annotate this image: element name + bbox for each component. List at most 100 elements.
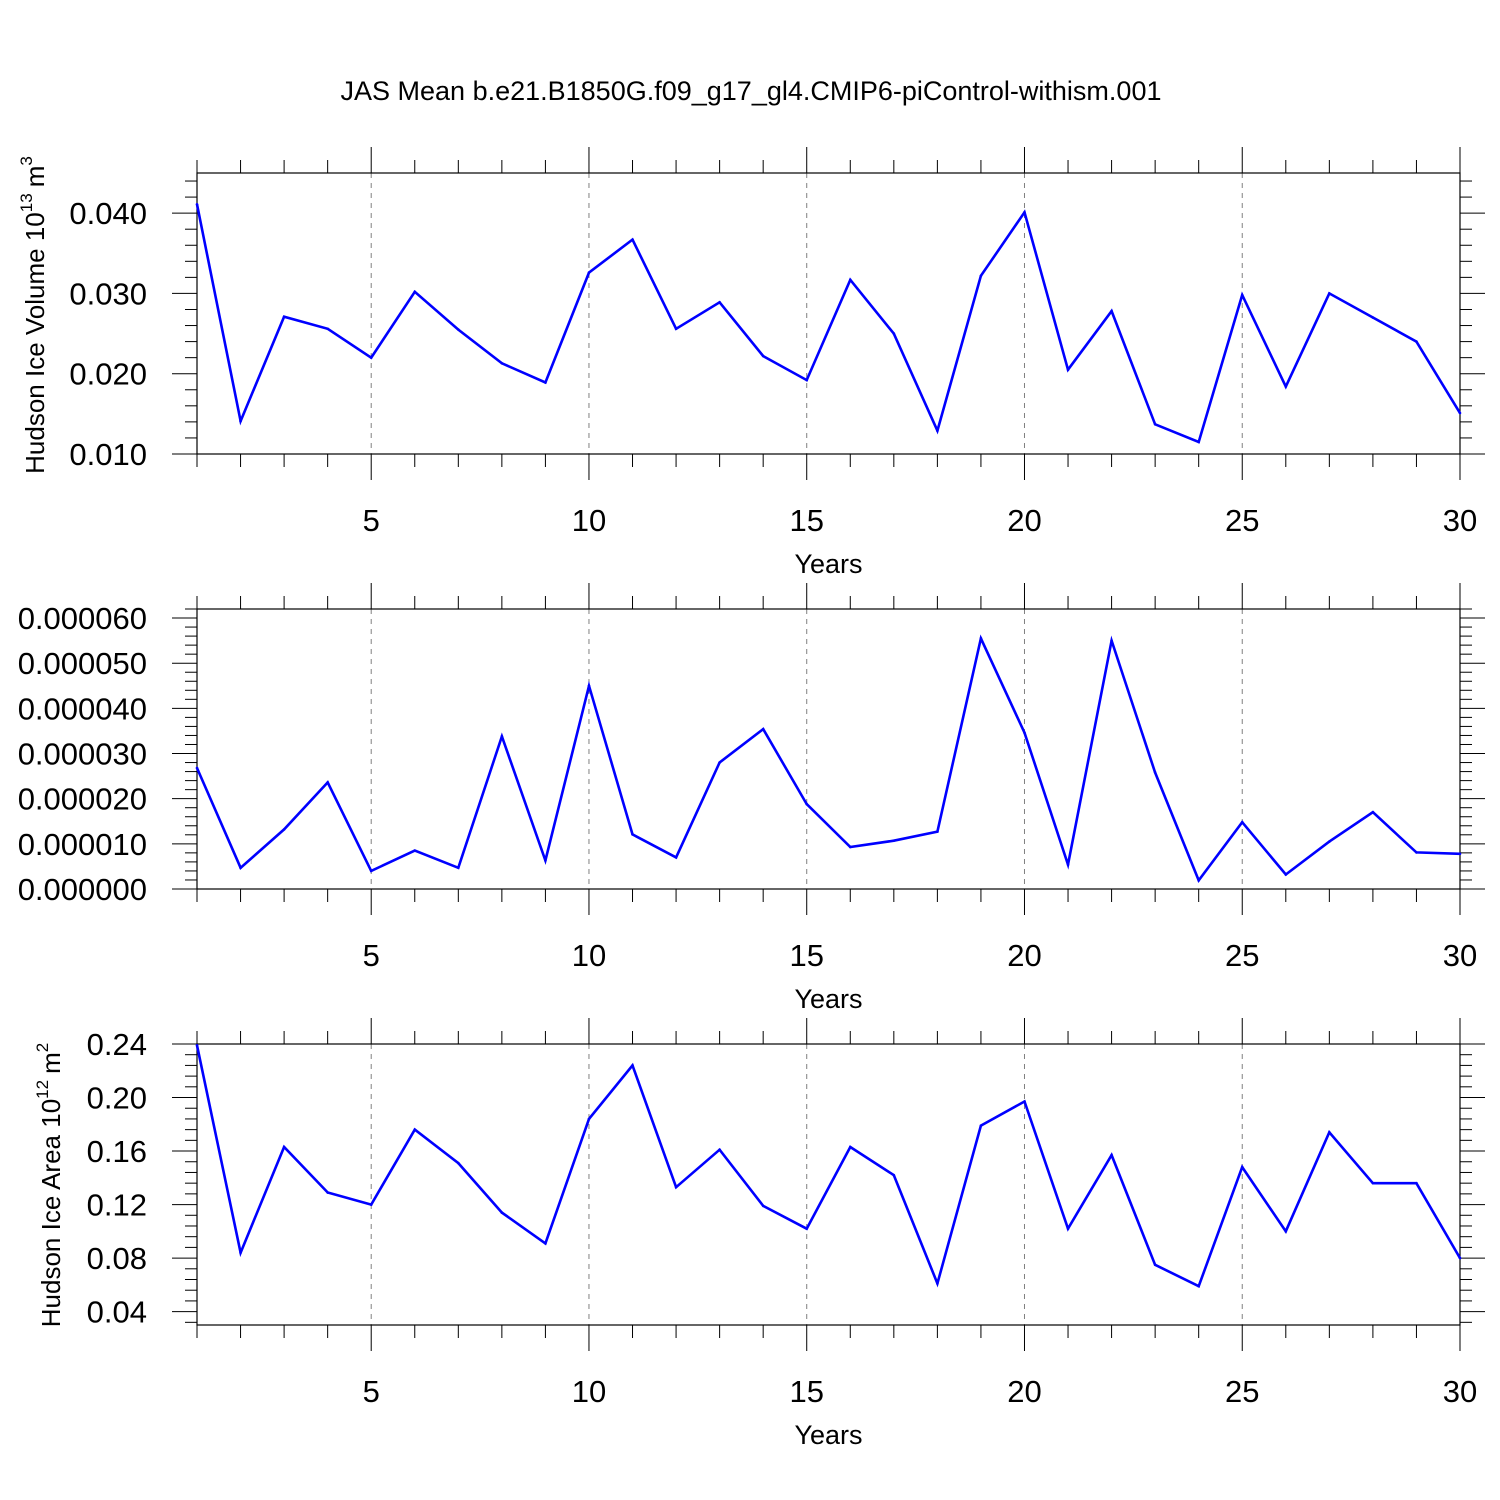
y-tick-label: 0.000050 xyxy=(18,646,147,681)
data-point xyxy=(761,727,765,731)
data-point xyxy=(1153,1263,1157,1267)
data-point xyxy=(326,327,329,331)
y-tick-label: 0.08 xyxy=(87,1241,147,1276)
data-point xyxy=(500,1211,504,1214)
data-point xyxy=(587,271,591,274)
x-tick-label: 10 xyxy=(572,1374,606,1409)
y-tick-label: 0.04 xyxy=(87,1295,147,1330)
panel-2: 0.000000 0.000010 0.000020 0.000030 0.000040… xyxy=(18,583,1485,1014)
data-point xyxy=(369,356,373,359)
data-point xyxy=(631,238,634,241)
data-point xyxy=(1415,851,1418,854)
data-point xyxy=(1240,293,1244,297)
x-tick-label: 25 xyxy=(1225,938,1259,973)
data-point xyxy=(239,1251,242,1255)
data-point xyxy=(1023,731,1026,735)
x-tick-label: 25 xyxy=(1225,503,1259,538)
data-point xyxy=(1066,863,1070,866)
x-tick-label: 15 xyxy=(789,1374,823,1409)
x-axis-label: Years xyxy=(794,1420,862,1450)
data-point xyxy=(369,869,373,873)
y-axis-label-unit-exp: 3 xyxy=(17,156,36,165)
data-point xyxy=(979,1124,983,1127)
x-axis-label: Years xyxy=(794,549,862,579)
data-point xyxy=(239,866,242,870)
data-point xyxy=(761,354,765,358)
data-point xyxy=(1458,411,1462,415)
data-point xyxy=(1415,340,1418,343)
y-tick-label: 0.030 xyxy=(69,276,147,311)
series-line xyxy=(195,1045,1462,1289)
data-point xyxy=(1371,810,1375,814)
x-tick-label: 10 xyxy=(572,938,606,973)
data-point xyxy=(848,278,852,282)
data-point xyxy=(1240,820,1244,824)
data-point xyxy=(979,274,983,278)
x-tick-label: 25 xyxy=(1225,1374,1259,1409)
y-tick-label: 0.24 xyxy=(87,1027,147,1062)
data-point xyxy=(413,290,417,294)
y-tick-label: 0.020 xyxy=(69,357,147,392)
data-point xyxy=(979,637,983,640)
data-point xyxy=(195,1044,199,1047)
y-tick-label: 0.16 xyxy=(87,1134,147,1169)
data-point xyxy=(587,684,591,688)
data-point xyxy=(1240,1165,1244,1169)
data-point xyxy=(1458,852,1462,856)
data-point xyxy=(1458,1256,1462,1260)
data-point xyxy=(674,327,678,331)
data-point xyxy=(326,1191,329,1194)
data-point xyxy=(544,859,547,862)
data-point xyxy=(326,781,329,784)
data-point xyxy=(761,1204,765,1208)
data-point xyxy=(282,315,286,319)
data-point xyxy=(631,833,634,836)
plot-frame xyxy=(196,608,1461,890)
data-point xyxy=(544,381,547,384)
data-point xyxy=(1415,1181,1418,1185)
data-point xyxy=(805,802,809,806)
data-point xyxy=(1328,840,1331,843)
data-point xyxy=(457,866,460,870)
data-point xyxy=(1371,316,1375,319)
data-point xyxy=(892,1173,896,1177)
data-point xyxy=(718,1148,721,1152)
data-point xyxy=(631,1064,634,1067)
y-tick-label: 0.040 xyxy=(69,196,147,231)
y-axis-label-unit: m xyxy=(20,166,50,188)
y-tick-label: 0.000020 xyxy=(18,782,147,817)
x-tick-label: 5 xyxy=(363,1374,380,1409)
data-point xyxy=(1023,1100,1026,1103)
y-tick-label: 0.12 xyxy=(87,1188,147,1223)
series-line xyxy=(195,204,1462,444)
data-point xyxy=(1197,1284,1200,1288)
x-tick-label: 30 xyxy=(1443,938,1477,973)
y-axis-label: Hudson Ice Area 1012 m2 xyxy=(33,1043,66,1327)
x-tick-label: 10 xyxy=(572,503,606,538)
data-point xyxy=(195,766,199,770)
x-tick-label: 30 xyxy=(1443,503,1477,538)
data-point xyxy=(457,1161,460,1165)
x-axis-label: Years xyxy=(794,984,862,1014)
y-axis-label-unit: m xyxy=(36,1052,66,1074)
y-tick-label: 0.010 xyxy=(69,437,147,472)
y-axis-label-unit-exp: 2 xyxy=(33,1043,52,1052)
panel-3: 0.04 0.08 0.12 0.16 0.20 0.24 5 10 15 20 25 30 Years… xyxy=(33,1018,1485,1450)
data-point xyxy=(1284,873,1288,876)
y-tick-label: 0.000030 xyxy=(18,737,147,772)
data-point xyxy=(1110,309,1113,313)
series-line xyxy=(195,634,1461,884)
data-point xyxy=(282,828,286,831)
data-point xyxy=(1066,1227,1070,1230)
data-point xyxy=(805,378,809,382)
data-point xyxy=(1328,1131,1331,1134)
x-tick-label: 20 xyxy=(1007,503,1041,538)
data-point xyxy=(1066,368,1070,372)
data-point xyxy=(674,856,678,859)
data-point xyxy=(892,332,896,335)
x-tick-label: 5 xyxy=(363,503,380,538)
panel-1: 0.010 0.020 0.030 0.040 5 10 15 20 25 30 Years Huds… xyxy=(17,147,1485,579)
data-point xyxy=(457,328,460,331)
data-point xyxy=(718,761,721,764)
